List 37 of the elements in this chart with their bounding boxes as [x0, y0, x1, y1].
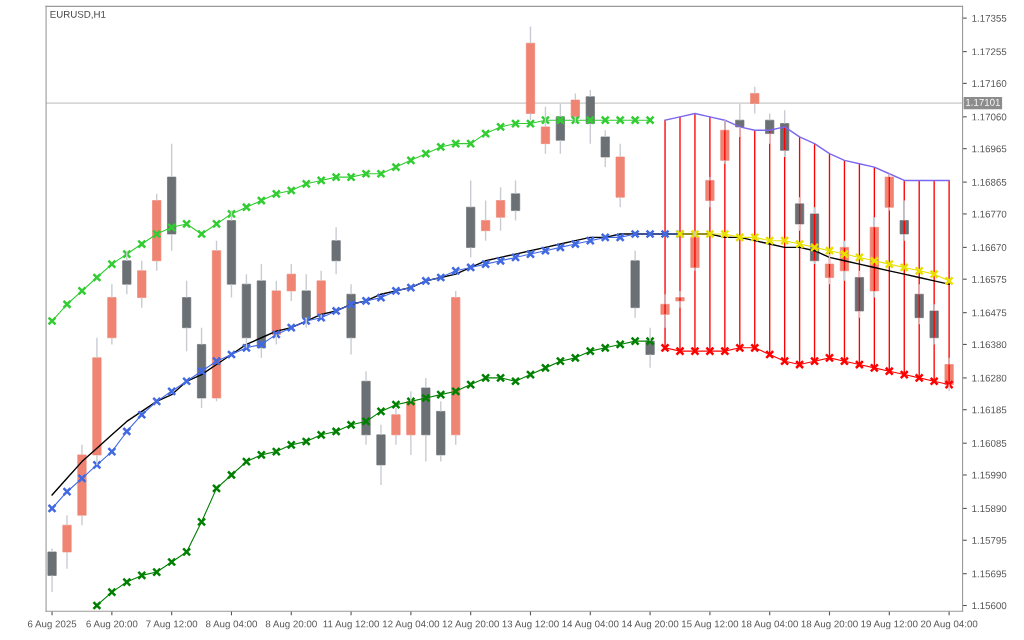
x-tick-label: 19 Aug 12:00: [861, 620, 918, 630]
x-tick-label: 11 Aug 12:00: [323, 620, 379, 630]
x-tick-label: 18 Aug 20:00: [801, 620, 858, 630]
y-tick-label: 1.15695: [972, 570, 1007, 578]
x-tick-label: 12 Aug 04:00: [382, 620, 440, 630]
y-tick-label: 1.15600: [972, 602, 1007, 610]
y-tick-label: 1.15890: [972, 505, 1007, 513]
x-tick-label: 7 Aug 12:00: [146, 620, 198, 630]
ref-line-label: 1.17101: [966, 98, 1000, 106]
y-tick-label: 1.16085: [972, 439, 1007, 447]
y-tick-label: 1.17255: [972, 48, 1007, 56]
y-tick-label: 1.16575: [972, 275, 1007, 283]
x-tick-label: 20 Aug 04:00: [920, 620, 978, 630]
x-tick-label: 13 Aug 12:00: [502, 620, 559, 630]
y-tick-label: 1.16475: [972, 309, 1007, 317]
y-tick-label: 1.16965: [972, 145, 1007, 153]
y-tick-label: 1.16380: [972, 341, 1007, 349]
y-tick-label: 1.17355: [972, 14, 1007, 22]
y-tick-label: 1.16670: [972, 244, 1007, 251]
y-tick-label: 1.15795: [972, 536, 1007, 544]
y-tick-label: 1.17160: [972, 80, 1007, 87]
x-tick-label: 8 Aug 20:00: [265, 620, 317, 630]
x-tick-label: 18 Aug 04:00: [741, 620, 798, 630]
y-tick-label: 1.16865: [972, 178, 1007, 186]
x-tick-label: 14 Aug 04:00: [562, 620, 619, 630]
x-tick-label: 8 Aug 04:00: [205, 620, 258, 630]
x-tick-label: 14 Aug 20:00: [622, 620, 679, 630]
x-tick-label: 15 Aug 12:00: [681, 620, 739, 630]
x-tick-label: 12 Aug 20:00: [442, 620, 499, 630]
y-tick-label: 1.16185: [972, 406, 1007, 414]
x-tick-label: 6 Aug 20:00: [86, 620, 138, 630]
y-tick-label: 1.16770: [972, 210, 1007, 218]
y-tick-label: 1.16280: [972, 374, 1007, 382]
chart-title: EURUSD,H1: [50, 10, 106, 19]
y-tick-label: 1.15990: [972, 471, 1007, 479]
y-tick-label: 1.17060: [972, 113, 1007, 121]
x-tick-label: 6 Aug 2025: [27, 620, 77, 630]
